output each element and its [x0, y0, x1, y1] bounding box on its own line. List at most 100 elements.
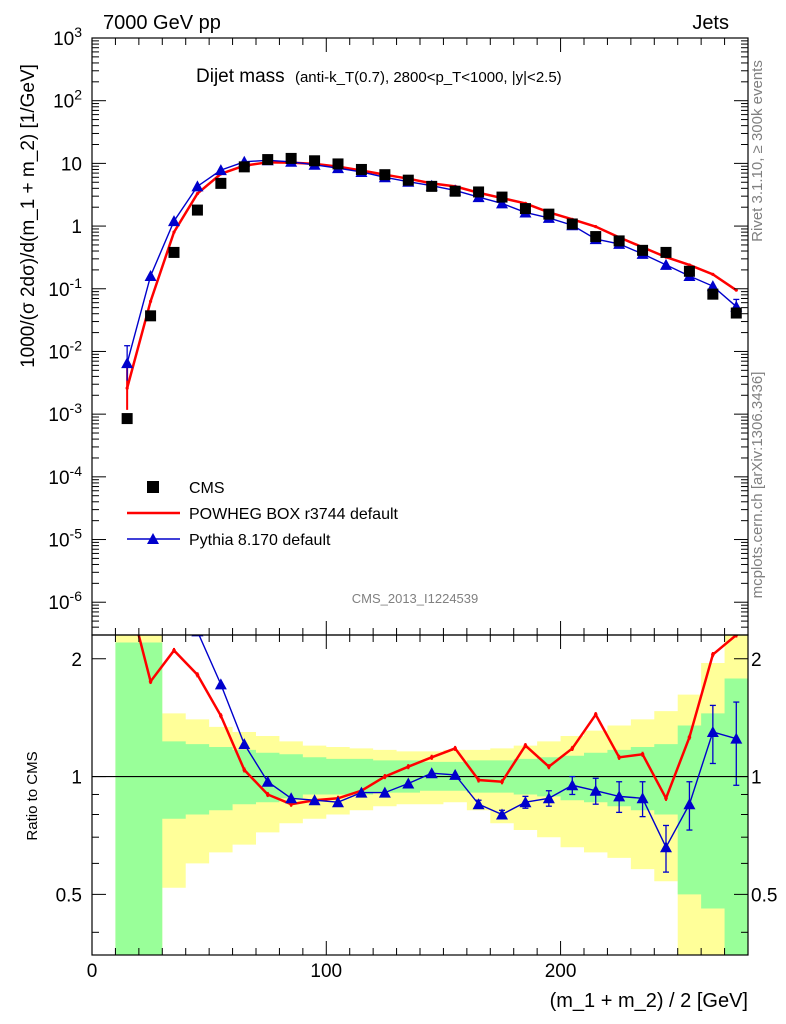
x-tick-label: 0	[87, 961, 98, 982]
legend-entry-label: CMS	[189, 480, 225, 497]
cms-point	[191, 204, 203, 216]
powheg-point	[148, 299, 153, 303]
ratio-powheg-point	[453, 746, 457, 751]
y-tick-label: 10-1	[48, 275, 82, 301]
powheg-point	[195, 191, 200, 196]
y-tick-label-exponent: -4	[70, 463, 83, 479]
ratio-pythia-point	[730, 732, 743, 744]
ratio-tick-label: 2	[71, 650, 82, 671]
cms-point	[145, 310, 157, 322]
powheg-point	[687, 263, 692, 267]
ratio-pythia-point	[660, 841, 672, 853]
cms-point	[449, 185, 461, 197]
watermark: CMS_2013_I1224539	[352, 591, 479, 606]
pythia-point	[144, 269, 157, 281]
y-tick-label: 10	[61, 154, 82, 175]
y-tick-label: 103	[53, 24, 82, 50]
ratio-powheg-point	[125, 588, 129, 592]
powheg-point	[594, 225, 598, 229]
header-right: Jets	[692, 12, 729, 34]
ratio-powheg-point	[172, 648, 176, 653]
cms-point	[426, 180, 438, 192]
cms-point	[121, 413, 133, 425]
ratio-powheg-point	[219, 713, 223, 718]
powheg-point	[125, 386, 129, 390]
pythia-point	[168, 215, 180, 227]
cms-point	[262, 154, 274, 166]
ratio-pythia-point	[519, 796, 532, 808]
ratio-pythia-point	[308, 794, 321, 806]
header-left: 7000 GeV pp	[103, 12, 221, 34]
y-tick-label-exponent: -2	[70, 337, 83, 353]
x-axis-label: (m_1 + m_2) / 2 [GeV]	[550, 990, 748, 1012]
pythia-point	[660, 258, 672, 270]
pythia-point	[706, 280, 719, 292]
ratio-pythia-point	[613, 790, 626, 802]
ratio-tick-label-right: 2	[751, 650, 762, 671]
y-tick-label-exponent: 3	[74, 24, 82, 40]
cms-point	[496, 191, 508, 203]
ratio-powheg-point	[406, 764, 411, 769]
y-tick-label-base: 10	[48, 342, 69, 363]
ratio-powheg-point	[664, 796, 668, 801]
y-tick-label-base: 10	[53, 92, 74, 113]
y-tick-label-base: 10	[48, 531, 69, 552]
ratio-powheg-point	[195, 672, 200, 677]
y-tick-label-base: 10	[53, 29, 74, 50]
pythia-point	[214, 164, 227, 176]
ratio-pythia-point	[449, 768, 462, 780]
ratio-pythia-point	[121, 426, 133, 437]
powheg-point	[734, 288, 738, 292]
y-tick-label: 1	[71, 217, 82, 238]
ratio-powheg-point	[500, 779, 504, 784]
y-axis-label: 1000/(σ 2dσ)/d(m_1 + m_2) [1/GeV]	[18, 64, 39, 368]
powheg-point	[711, 272, 715, 276]
cms-point	[660, 246, 672, 258]
ratio-tick-label-right: 1	[751, 768, 762, 789]
ratio-pythia-point	[355, 786, 368, 798]
cms-point	[590, 231, 602, 243]
cms-point	[355, 163, 367, 175]
x-tick-label: 200	[545, 961, 577, 982]
y-tick-label-base: 10	[48, 280, 69, 301]
ratio-pythia-point	[706, 725, 719, 737]
chart-title: Dijet mass (anti-k_T(0.7), 2800<p_T<1000…	[196, 66, 562, 87]
ratio-powheg-point	[711, 652, 715, 657]
pythia-point	[121, 357, 134, 369]
ratio-pythia-point	[332, 796, 344, 808]
ratio-powheg-point	[640, 752, 645, 757]
ratio-pythia-point	[566, 779, 579, 791]
rivet-label: Rivet 3.1.10, ≥ 300k events	[749, 60, 766, 242]
y-tick-label: 10-4	[48, 463, 82, 489]
ratio-pythia-point	[238, 738, 251, 750]
cms-point	[168, 246, 180, 258]
ratio-powheg-point	[383, 774, 387, 779]
ratio-powheg-point	[429, 755, 434, 760]
ratio-powheg-point	[476, 778, 481, 782]
cms-point	[683, 265, 695, 277]
y-tick-label: 102	[53, 87, 82, 113]
ratio-pythia-point	[589, 784, 602, 796]
y-tick-label-base: 10	[48, 468, 69, 489]
ratio-pythia-point	[168, 573, 180, 584]
ratio-powheg-point	[593, 712, 598, 717]
y-tick-label-base: 10	[48, 405, 69, 426]
ratio-pythia-point	[261, 775, 274, 787]
y-tick-label-exponent: -5	[70, 526, 83, 542]
y-tick-label-exponent: -1	[70, 275, 83, 291]
cms-point	[332, 158, 344, 170]
ratio-pythia-point	[145, 523, 157, 534]
cms-point	[309, 155, 321, 167]
ratio-panel	[92, 426, 748, 955]
legend-cms-marker	[147, 481, 159, 493]
cms-point	[238, 161, 250, 173]
ratio-pythia-point	[683, 798, 696, 810]
y-tick-label: 10-5	[48, 526, 82, 552]
cms-point	[519, 203, 531, 215]
cms-point	[402, 174, 414, 186]
ratio-powheg-point	[547, 764, 551, 769]
ratio-powheg-point	[242, 768, 247, 772]
x-tick-label: 100	[310, 961, 342, 982]
pythia-point	[496, 197, 508, 209]
